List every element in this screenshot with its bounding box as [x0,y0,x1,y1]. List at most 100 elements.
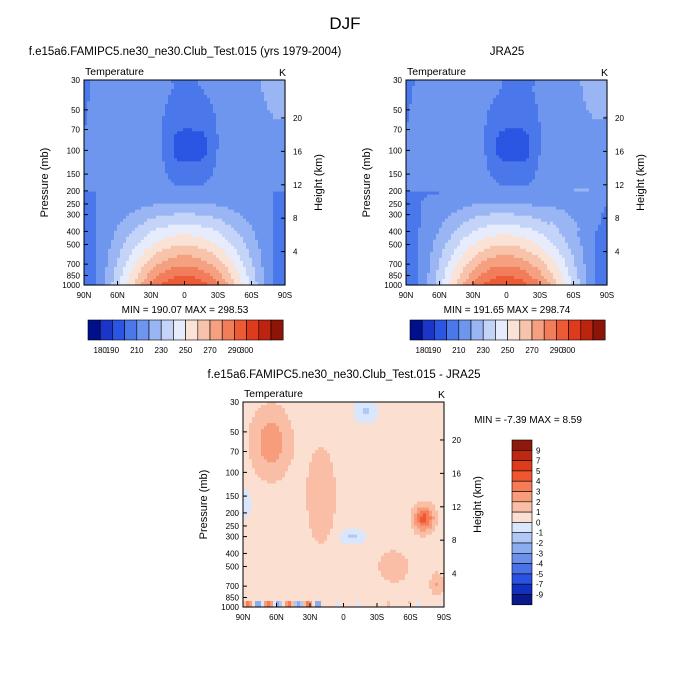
contour-cell [171,179,175,184]
contour-cell [96,167,100,172]
contour-cell [132,143,136,147]
contour-cell [219,272,223,277]
contour-cell [192,179,196,184]
contour-cell [144,176,148,181]
contour-cell [150,197,154,202]
contour-cell [171,119,175,123]
contour-cell [102,260,106,265]
contour-cell [165,254,169,259]
contour-cell [177,152,181,156]
contour-cell [153,233,157,238]
contour-cell [135,260,139,265]
contour-cell [228,164,232,169]
contour-cell [147,218,151,223]
contour-cell [219,110,223,114]
contour-cell [135,185,139,190]
contour-cell [138,248,142,253]
contour-cell [123,128,127,132]
contour-cell [207,224,211,229]
contour-cell [174,122,178,126]
contour-cell [141,83,145,87]
contour-cell [144,209,148,214]
contour-cell [240,236,244,241]
contour-cell [210,260,214,265]
contour-cell [186,275,190,280]
contour-cell [183,113,187,117]
contour-cell [87,128,91,132]
contour-cell [210,119,214,123]
contour-cell [183,194,187,199]
contour-cell [234,203,238,208]
contour-cell [201,131,205,135]
contour-cell [183,143,187,147]
contour-cell [159,227,163,232]
contour-cell [117,116,121,120]
contour-cell [234,263,238,268]
contour-cell [102,98,106,102]
contour-cell [96,197,100,202]
contour-cell [192,269,196,274]
contour-cell [171,230,175,235]
contour-cell [117,239,121,244]
contour-cell [234,233,238,238]
contour-cell [147,137,151,141]
contour-cell [93,248,97,253]
contour-cell [111,221,115,226]
contour-cell [99,248,103,253]
contour-cell [228,233,232,238]
pressure-tick-label: 1000 [62,281,80,290]
contour-cell [129,107,133,111]
contour-cell [219,143,223,147]
contour-cell [135,281,139,286]
contour-cell [102,206,106,211]
contour-cell [222,251,226,256]
contour-cell [153,218,157,223]
contour-cell [87,191,91,196]
contour-cell [108,170,112,175]
contour-cell [150,92,154,96]
contour-cell [123,140,127,144]
contour-cell [216,215,220,220]
contour-cell [120,95,124,99]
contour-cell [165,188,169,193]
contour-cell [168,233,172,238]
contour-cell [165,179,169,184]
contour-cell [87,167,91,172]
contour-cell [201,92,205,96]
contour-cell [141,110,145,114]
contour-cell [144,167,148,172]
contour-cell [135,89,139,93]
contour-cell [105,110,109,114]
contour-cell [138,92,142,96]
contour-cell [93,215,97,220]
contour-cell [189,164,193,169]
contour-cell [129,170,133,175]
contour-cell [156,248,160,253]
contour-cell [177,161,181,166]
contour-cell [150,233,154,238]
contour-cell [114,98,118,102]
contour-cell [189,251,193,256]
contour-cell [111,92,115,96]
contour-cell [177,116,181,120]
contour-cell [156,245,160,250]
contour-cell [141,95,145,99]
contour-cell [120,119,124,123]
contour-cell [210,275,214,280]
contour-cell [222,233,226,238]
contour-cell [174,254,178,259]
contour-cell [177,176,181,181]
contour-cell [168,200,172,205]
contour-cell [201,107,205,111]
contour-cell [93,134,97,138]
contour-cell [162,254,166,259]
contour-cell [216,218,220,223]
contour-cell [102,197,106,202]
contour-cell [189,224,193,229]
contour-cell [144,194,148,199]
contour-cell [153,152,157,156]
contour-cell [183,242,187,247]
contour-cell [207,209,211,214]
contour-cell [165,230,169,235]
contour-cell [231,239,235,244]
